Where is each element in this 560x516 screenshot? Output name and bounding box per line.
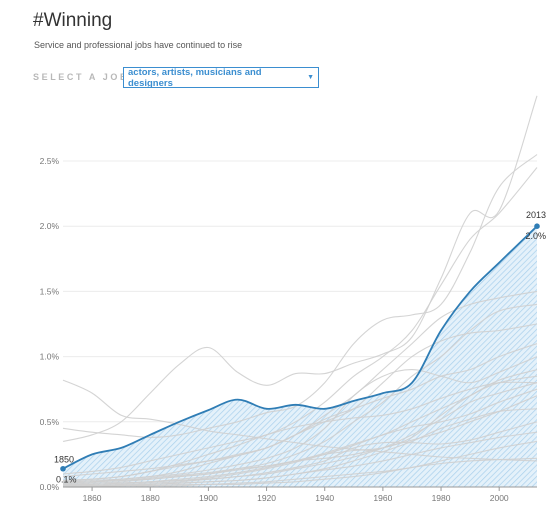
highlight-line-layer <box>62 225 538 470</box>
y-tick-label: 0.0% <box>40 482 60 492</box>
page-title: #Winning <box>33 10 113 31</box>
highlight-series-line <box>62 225 538 470</box>
background-series-line <box>62 154 538 438</box>
background-series-line <box>62 382 538 487</box>
select-job-label: SELECT A JOB: <box>33 72 135 82</box>
background-series-line <box>62 421 538 486</box>
y-axis: 0.0% 0.5% 1.0% 1.5% 2.0% 2.5% <box>40 156 60 492</box>
start-value-label: 0.1% <box>56 475 77 485</box>
x-axis: 1860 1880 1900 1920 1940 1960 1980 2000 <box>83 487 509 503</box>
x-tick-label: 1920 <box>257 493 276 503</box>
background-series-layer <box>62 95 538 488</box>
page-subtitle: Service and professional jobs have conti… <box>34 40 243 50</box>
y-tick-label: 1.5% <box>40 286 60 296</box>
background-series-line <box>62 95 538 442</box>
job-select-value: actors, artists, musicians and designers <box>128 66 262 89</box>
background-series-line <box>62 356 538 483</box>
chart-grid <box>63 160 537 423</box>
x-tick-label: 1880 <box>141 493 160 503</box>
job-select-dropdown[interactable]: actors, artists, musicians and designers… <box>123 66 319 89</box>
end-point-marker <box>534 223 540 229</box>
x-tick-label: 2000 <box>490 493 509 503</box>
background-series-line <box>62 457 538 488</box>
y-tick-label: 2.5% <box>40 156 60 166</box>
x-tick-label: 1960 <box>373 493 392 503</box>
background-series-line <box>62 381 538 482</box>
background-series-line <box>62 395 538 484</box>
start-year-label: 1850 <box>54 455 74 465</box>
background-series-line <box>62 431 538 487</box>
start-point-marker <box>60 465 66 472</box>
background-series-line <box>62 379 538 462</box>
annotations: 1850 0.1% 2013 2.0% <box>54 210 546 485</box>
chevron-down-icon: ▼ <box>307 74 314 81</box>
x-tick-label: 1940 <box>315 493 334 503</box>
x-tick-label: 1900 <box>199 493 218 503</box>
end-year-label: 2013 <box>526 210 546 220</box>
background-series-line <box>62 167 538 475</box>
x-tick-label: 1860 <box>83 493 102 503</box>
y-tick-label: 2.0% <box>40 221 60 231</box>
end-value-label: 2.0% <box>525 231 546 241</box>
y-tick-label: 0.5% <box>40 417 60 427</box>
x-tick-label: 1980 <box>432 493 451 503</box>
y-tick-label: 1.0% <box>40 352 60 362</box>
